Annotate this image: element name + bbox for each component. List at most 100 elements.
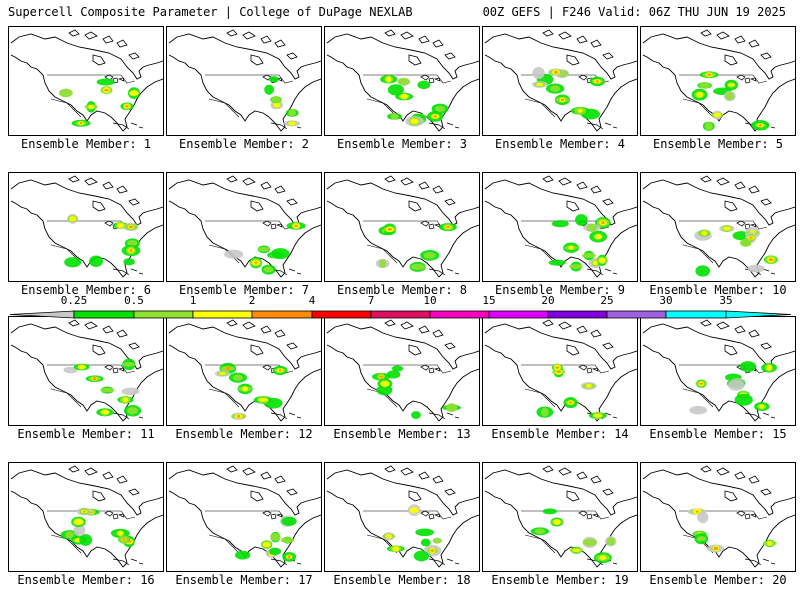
member-label-prefix: Ensemble Member: [494, 137, 618, 151]
great-lakes [104, 364, 125, 374]
colorbar-segment [192, 310, 253, 319]
great-lakes [104, 510, 125, 520]
parameter-contour [121, 387, 140, 396]
parameter-blob [100, 386, 115, 394]
parameter-contour [263, 266, 274, 273]
us-canada-border [679, 220, 768, 230]
color-scale-legend: 0.25 0.5 1 2 4 7 10 15 20 25 30 35 [8, 294, 793, 320]
great-lakes [420, 220, 441, 230]
north-america-map [642, 175, 795, 278]
parameter-blob [282, 551, 297, 562]
coastline [168, 179, 321, 278]
parameter-blob [84, 101, 98, 113]
member-number: 20 [772, 573, 787, 587]
parameter-contour [392, 546, 400, 552]
parameter-blob [763, 255, 778, 265]
caribbean-islands [428, 558, 460, 566]
parameter-blob [589, 76, 605, 87]
us-mexico-border [524, 244, 556, 264]
colorbar-segment [251, 310, 313, 319]
parameter-blob [387, 113, 402, 120]
colorbar-segment [133, 310, 194, 319]
parameter-blob [575, 214, 588, 226]
parameter-blob [377, 378, 393, 389]
parameter-contour [569, 264, 584, 269]
coastline [326, 33, 479, 132]
parameter-contour [79, 534, 93, 546]
coastline [168, 323, 321, 422]
parameter-blob [269, 547, 282, 556]
ensemble-member-cell: Ensemble Member: 19 [482, 462, 638, 602]
parameter-contour [749, 236, 753, 239]
parameter-blob [85, 375, 104, 382]
us-mexico-border [682, 388, 714, 408]
ensemble-member-map [482, 462, 638, 572]
parameter-blob [581, 250, 597, 261]
parameter-blob [719, 225, 735, 233]
colorbar-segment [429, 310, 490, 319]
parameter-blob [702, 121, 715, 131]
parameter-contour [606, 537, 616, 546]
coastline [10, 33, 163, 132]
member-number: 13 [456, 427, 471, 441]
coastline [484, 33, 637, 132]
parameter-contour [385, 534, 393, 539]
parameter-contour [268, 76, 279, 83]
parameter-contour [100, 409, 110, 415]
parameter-contour [707, 73, 712, 76]
arctic-islands [542, 465, 614, 502]
parameter-contour [548, 259, 566, 266]
ensemble-member-map [482, 172, 638, 282]
colorbar-tick-label: 0.25 [60, 294, 88, 307]
ensemble-member-map [324, 462, 480, 572]
parameter-contour [234, 550, 251, 560]
parameter-blob [707, 544, 725, 553]
parameter-contour [117, 530, 123, 536]
parameter-blob [751, 120, 770, 131]
parameter-blob [582, 536, 598, 549]
parameter-contour [601, 221, 605, 225]
parameter-blob [96, 78, 115, 86]
parameter-blob [285, 108, 299, 117]
parameter-contour [386, 370, 401, 379]
north-america-map [10, 175, 163, 278]
parameter-contour [280, 537, 295, 543]
parameter-contour [77, 364, 86, 370]
parameter-contour [696, 91, 704, 98]
great-lakes [420, 74, 441, 84]
parameter-contour [122, 362, 135, 367]
coastline [168, 33, 321, 132]
parameter-contour [704, 122, 713, 131]
parameter-contour [387, 84, 404, 96]
parameter-blob [762, 539, 777, 548]
parameter-contour [64, 257, 82, 268]
member-number: 8 [459, 283, 468, 297]
arctic-islands [700, 319, 772, 356]
us-canada-border [47, 74, 136, 84]
colorbar-tick-label: 7 [367, 294, 375, 307]
parameter-contour [390, 113, 399, 120]
ensemble-member-cell: Ensemble Member: 10 [640, 172, 796, 312]
member-label-prefix: Ensemble Member: [336, 137, 460, 151]
parameter-blob [272, 365, 288, 376]
parameter-contour [281, 516, 297, 526]
member-label-prefix: Ensemble Member: [178, 137, 302, 151]
caribbean-islands [744, 558, 776, 566]
ensemble-member-label: Ensemble Member: 4 [482, 137, 638, 151]
parameter-contour [270, 96, 282, 103]
parameter-blob [127, 87, 141, 100]
caribbean-islands [428, 122, 460, 130]
parameter-contour [400, 93, 408, 100]
parameter-contour [433, 115, 437, 118]
ensemble-member-label: Ensemble Member: 17 [166, 573, 322, 587]
member-number: 16 [140, 573, 155, 587]
parameter-contour [224, 249, 244, 259]
parameter-blob [694, 533, 709, 545]
parameter-contour [122, 397, 129, 403]
us-canada-border [679, 510, 768, 520]
us-mexico-border [50, 534, 82, 554]
parameter-contour [270, 532, 281, 542]
arctic-islands [226, 465, 298, 502]
parameter-blob [271, 248, 290, 260]
arctic-islands [226, 29, 298, 66]
